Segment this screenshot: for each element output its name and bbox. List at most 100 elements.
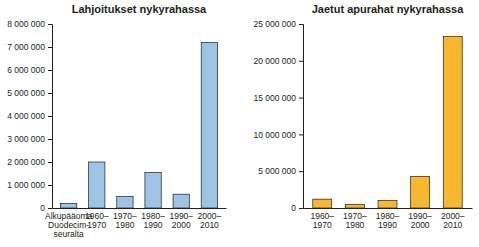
bar	[411, 176, 430, 208]
label-line: 1990	[378, 220, 397, 230]
chart-title: Lahjoitukset nykyrahassa	[72, 3, 207, 15]
y-tick: 15 000 000	[253, 93, 303, 103]
tick-label: 6 000 000	[7, 65, 45, 75]
axis-line	[304, 208, 473, 209]
tick-mark	[48, 47, 52, 48]
y-tick: 7 000 000	[7, 42, 52, 52]
tick-label: 2 000 000	[7, 157, 45, 167]
axis-line	[48, 25, 53, 209]
bar	[173, 194, 189, 208]
label-line: 2000	[411, 220, 430, 230]
x-tick: 1970–1980	[343, 208, 367, 230]
tick-mark	[48, 24, 52, 25]
y-tick: 0	[291, 203, 303, 213]
y-axis: 0 5 000 000 10 000 000 15 000 000 20 000 000…	[253, 19, 303, 213]
label-line: 2010	[200, 220, 219, 230]
y-tick: 5 000 000	[7, 88, 52, 98]
tick-mark	[299, 134, 303, 135]
y-tick: 6 000 000	[7, 65, 52, 75]
tick-mark	[48, 185, 52, 186]
tick-label: 4 000 000	[7, 111, 45, 121]
bar	[313, 199, 332, 208]
tick-mark	[48, 93, 52, 94]
tick-label: 5 000 000	[258, 166, 296, 176]
tick-label: 15 000 000	[253, 93, 296, 103]
tick-label: 1 000 000	[7, 180, 45, 190]
y-tick: 2 000 000	[7, 157, 52, 167]
y-tick: 25 000 000	[253, 19, 303, 29]
y-tick: 5 000 000	[258, 166, 303, 176]
tick-label: 5 000 000	[7, 88, 45, 98]
category-label: 1990–2000	[408, 211, 432, 230]
x-axis: 1960–19701970–19801980–19901990–20002000…	[304, 208, 473, 230]
tick-label: 10 000 000	[253, 130, 296, 140]
tick-mark	[48, 139, 52, 140]
tick-mark	[299, 24, 303, 25]
x-tick: 1990–2000	[408, 208, 432, 230]
tick-label: 3 000 000	[7, 134, 45, 144]
label-line: 1980	[345, 220, 364, 230]
chart-panel: Lahjoitukset nykyrahassa01 000 0002 000 …	[7, 3, 226, 239]
tick-label: 25 000 000	[253, 19, 296, 29]
x-tick: 2000–2010	[198, 208, 222, 230]
axis-line	[53, 208, 227, 209]
y-tick: 4 000 000	[7, 111, 52, 121]
category-label: 1960–1970	[85, 211, 109, 230]
label-line: 2010	[443, 220, 462, 230]
bar	[60, 203, 76, 208]
tick-label: 7 000 000	[7, 42, 45, 52]
tick-mark	[299, 208, 303, 209]
y-tick: 3 000 000	[7, 134, 52, 144]
category-label: 1980–1990	[376, 211, 400, 230]
bar	[443, 37, 462, 208]
label-line: 1990	[144, 220, 163, 230]
bar	[89, 162, 105, 208]
label-line: 1970	[87, 220, 106, 230]
tick-mark	[48, 208, 52, 209]
x-tick: 1980–1990	[376, 208, 400, 230]
tick-label: 20 000 000	[253, 56, 296, 66]
bar	[378, 201, 397, 208]
x-tick: 2000–2010	[441, 208, 465, 230]
y-tick: 1 000 000	[7, 180, 52, 190]
label-line: seuralta	[53, 229, 84, 239]
tick-mark	[299, 171, 303, 172]
y-tick: 20 000 000	[253, 56, 303, 66]
category-label: 1980–1990	[141, 211, 165, 230]
bar	[145, 172, 161, 208]
x-tick: 1990–2000	[169, 208, 193, 230]
bar	[117, 197, 133, 209]
x-tick: 1960–1970	[310, 208, 334, 230]
category-label: 2000–2010	[441, 211, 465, 230]
label-line: 1970	[313, 220, 332, 230]
tick-label: 8 000 000	[7, 19, 45, 29]
tick-label: 0	[291, 203, 296, 213]
bars	[60, 42, 217, 208]
y-tick: 8 000 000	[7, 19, 52, 29]
tick-mark	[48, 162, 52, 163]
label-line: 2000	[172, 220, 191, 230]
category-label: 2000–2010	[198, 211, 222, 230]
label-line: 1980	[115, 220, 134, 230]
category-label: 1970–1980	[343, 211, 367, 230]
figure: Lahjoitukset nykyrahassa 0 1 000 000 2 000 …	[0, 0, 479, 247]
tick-mark	[299, 61, 303, 62]
x-tick: 1960–1970	[85, 208, 109, 230]
x-axis: AlkupääomaDuodecim-seuralta1960–19701970…	[45, 208, 227, 239]
axis-line	[299, 25, 304, 209]
category-label: 1970–1980	[113, 211, 137, 230]
bar	[201, 42, 217, 208]
category-label: 1990–2000	[169, 211, 193, 230]
tick-mark	[299, 98, 303, 99]
bar	[345, 204, 364, 208]
x-tick: 1970–1980	[113, 208, 137, 230]
y-tick: 10 000 000	[253, 130, 303, 140]
chart-title: Jaetut apurahat nykyrahassa	[312, 3, 465, 15]
tick-mark	[48, 70, 52, 71]
bars	[313, 37, 462, 208]
category-label: 1960–1970	[310, 211, 334, 230]
y-axis: 01 000 0002 000 0003 000 0004 000 0005 0…	[7, 19, 52, 213]
chart-panel: Jaetut apurahat nykyrahassa 0 5 000 000 10 …	[253, 3, 472, 230]
tick-mark	[48, 116, 52, 117]
x-tick: 1980–1990	[141, 208, 165, 230]
